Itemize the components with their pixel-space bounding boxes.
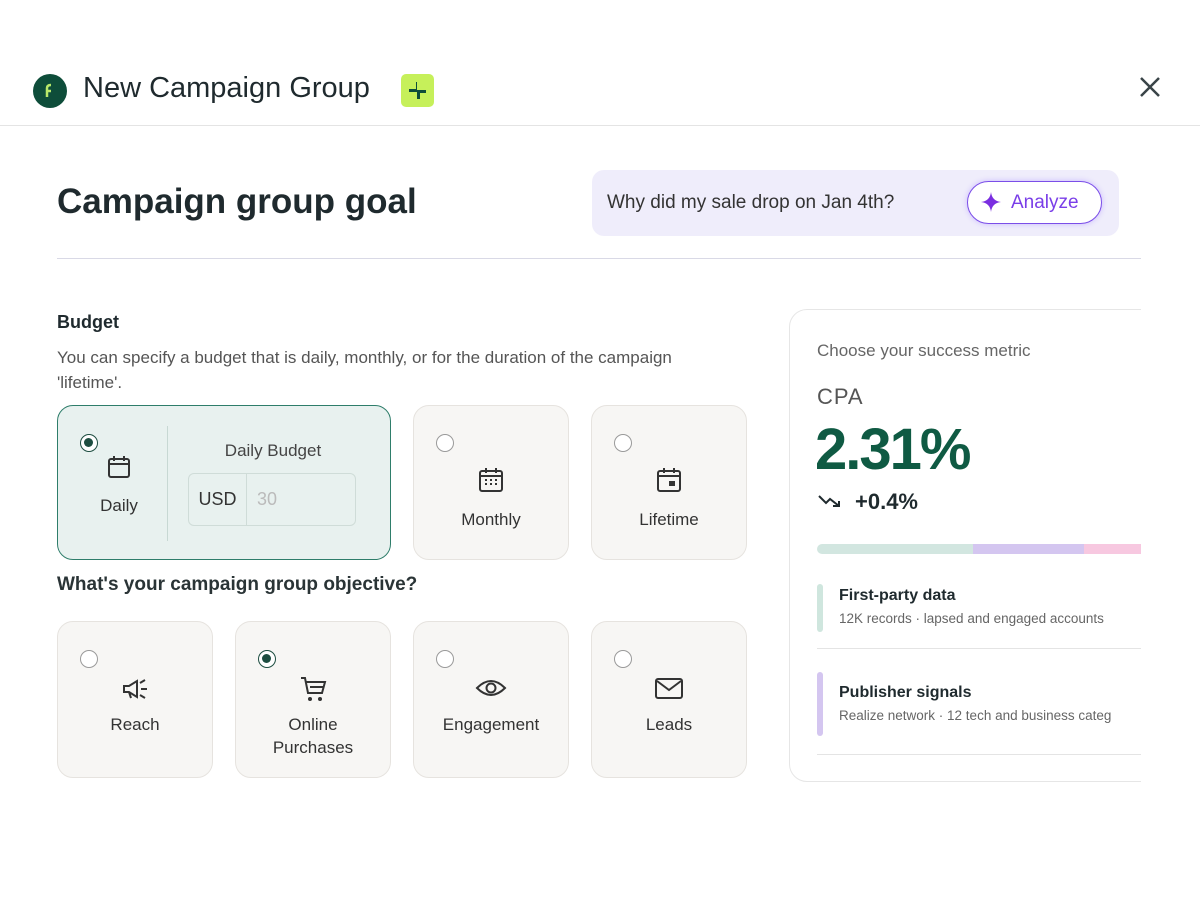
eye-icon [475, 680, 507, 696]
source-accent [817, 584, 823, 632]
source-detail: 12K records · lapsed and engaged account… [839, 611, 1104, 626]
radio[interactable] [436, 650, 454, 668]
radio[interactable] [614, 650, 632, 668]
dialog-title: New Campaign Group [83, 72, 370, 104]
calendar-icon [108, 456, 130, 478]
bar-segment [973, 544, 1084, 554]
logo [33, 74, 67, 108]
option-label: Lifetime [639, 510, 699, 529]
option-label: Monthly [461, 510, 521, 529]
budget-option[interactable]: Lifetime [591, 405, 747, 560]
megaphone-icon [123, 679, 147, 699]
section-divider [57, 258, 1141, 259]
mail-icon [655, 678, 683, 699]
metric-name: CPA [817, 384, 864, 409]
option-label: Daily [100, 496, 138, 515]
trend-icon [818, 495, 840, 507]
objective-option[interactable]: Reach [57, 621, 213, 778]
metric-panel-clip: Choose your success metric CPA 2.31% +0.… [789, 309, 1141, 782]
metric-value: 2.31% [815, 417, 971, 482]
divider [817, 754, 1141, 755]
bar-segment [817, 544, 973, 554]
source-title: First-party data [839, 587, 956, 604]
budget-label: Budget [57, 312, 119, 332]
source-title: Publisher signals [839, 684, 972, 701]
objective-option[interactable]: Online Purchases [235, 621, 391, 778]
radio[interactable] [258, 650, 276, 668]
budget-input[interactable]: USD 30 [188, 473, 356, 526]
cart-icon [301, 677, 327, 701]
currency: USD [189, 474, 247, 525]
source-detail: Realize network · 12 tech and business c… [839, 708, 1112, 723]
radio[interactable] [436, 434, 454, 452]
header-divider [0, 125, 1200, 126]
source-accent [817, 672, 823, 736]
section-title: Campaign group goal [57, 182, 417, 221]
ai-question: Why did my sale drop on Jan 4th? [607, 192, 895, 213]
bar-segment [1084, 544, 1141, 554]
calendar-icon [479, 468, 503, 492]
option-label: Leads [645, 715, 693, 734]
analyze-label: Analyze [1011, 192, 1079, 213]
calendar-icon [657, 468, 681, 492]
radio[interactable] [614, 434, 632, 452]
budget-option[interactable]: Monthly [413, 405, 569, 560]
analyze-button[interactable]: Analyze [967, 181, 1102, 224]
close-button[interactable] [1138, 75, 1162, 99]
daily-budget-label: Daily Budget [224, 441, 322, 460]
separator [167, 426, 168, 541]
metric-panel: Choose your success metric CPA 2.31% +0.… [789, 309, 1141, 782]
metric-change: +0.4% [855, 489, 918, 514]
radio[interactable] [80, 650, 98, 668]
divider [817, 648, 1141, 649]
ai-prompt: Why did my sale drop on Jan 4th? Analyze [592, 170, 1119, 236]
objective-option[interactable]: Leads [591, 621, 747, 778]
metric-prompt: Choose your success metric [817, 341, 1031, 360]
option-label: Engagement [442, 715, 540, 734]
sparkle-icon [981, 192, 1001, 212]
option-label: Online Purchases [272, 715, 354, 757]
budget-option[interactable]: Daily Daily Budget USD 30 [57, 405, 391, 560]
radio[interactable] [80, 434, 98, 452]
budget-description: You can specify a budget that is daily, … [57, 348, 672, 392]
badge [401, 74, 434, 107]
objective-option[interactable]: Engagement [413, 621, 569, 778]
option-label: Reach [110, 715, 160, 734]
placeholder: 30 [257, 489, 278, 509]
objective-label: What's your campaign group objective? [57, 574, 418, 595]
